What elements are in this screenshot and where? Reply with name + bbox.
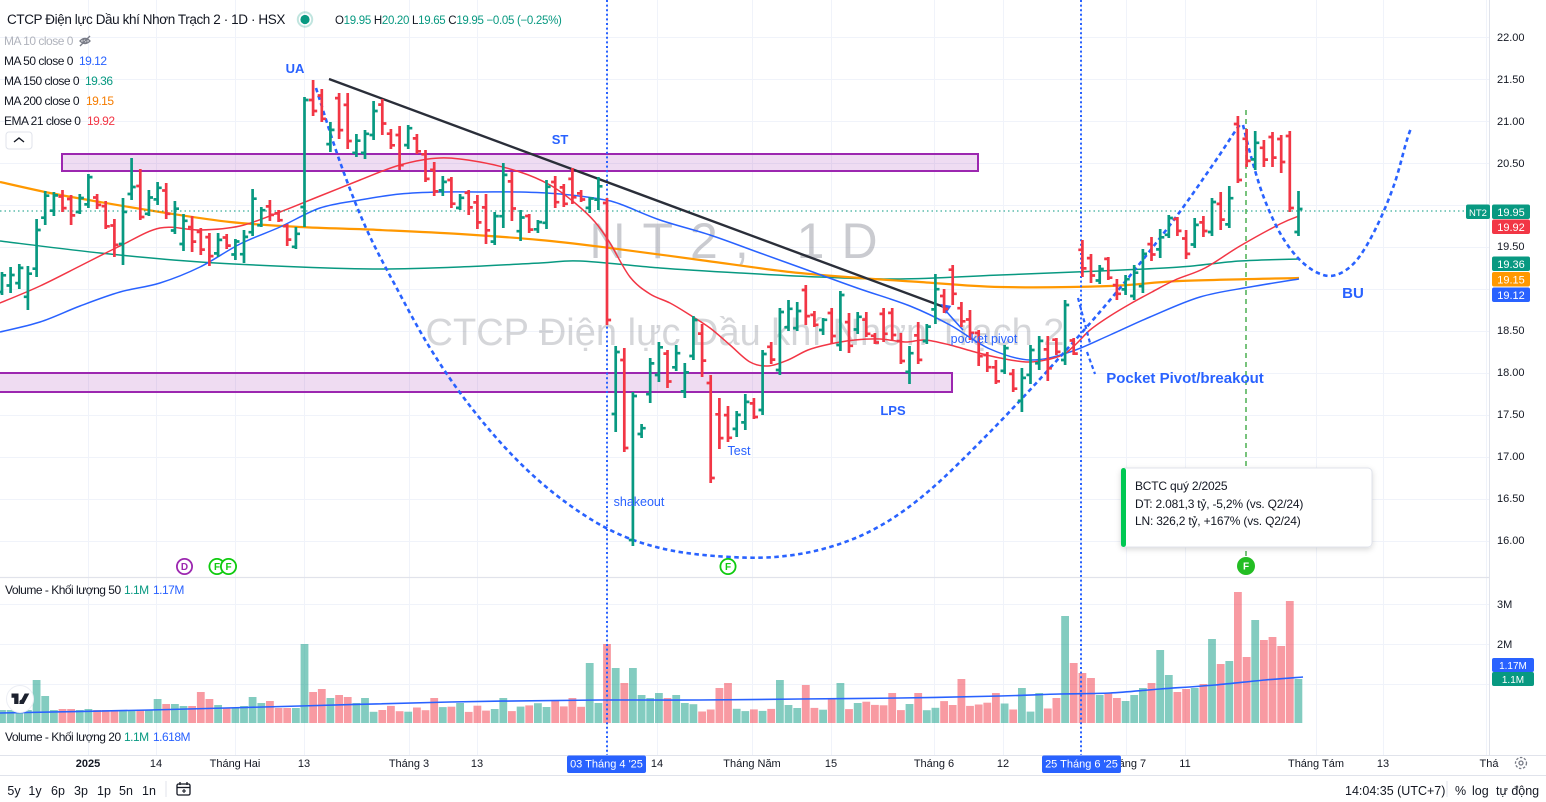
svg-text:19.36: 19.36: [1497, 259, 1525, 271]
svg-text:NT2: NT2: [1469, 208, 1487, 219]
svg-text:14: 14: [651, 758, 663, 770]
svg-text:13: 13: [1377, 758, 1389, 770]
svg-text:3M: 3M: [1497, 599, 1512, 611]
svg-text:UA: UA: [286, 61, 305, 76]
svg-text:Volume - Khối lượng 201.1M1.61: Volume - Khối lượng 20 1.1M 1.618M: [5, 730, 191, 744]
svg-text:ST: ST: [552, 132, 569, 147]
svg-text:1.17M: 1.17M: [1499, 661, 1527, 672]
svg-text:20.50: 20.50: [1497, 158, 1525, 170]
svg-text:17.50: 17.50: [1497, 409, 1525, 421]
svg-text:MA 200 close 0: MA 200 close 0: [4, 94, 80, 108]
svg-text:Tháng Tám: Tháng Tám: [1288, 758, 1344, 770]
svg-text:F: F: [225, 562, 231, 573]
svg-text:21.50: 21.50: [1497, 74, 1525, 86]
svg-text:F: F: [725, 562, 731, 573]
svg-text:19.12: 19.12: [1497, 290, 1525, 302]
svg-text:Tháng 3: Tháng 3: [389, 758, 429, 770]
svg-text:Test: Test: [728, 444, 751, 458]
svg-text:1n: 1n: [142, 784, 156, 798]
svg-text:2M: 2M: [1497, 639, 1512, 651]
svg-text:19.15: 19.15: [86, 94, 114, 108]
svg-text:1p: 1p: [97, 784, 111, 798]
svg-text:17.00: 17.00: [1497, 451, 1525, 463]
svg-text:LN: 326,2 tỷ, +167% (vs. Q2/24: LN: 326,2 tỷ, +167% (vs. Q2/24): [1135, 514, 1301, 528]
svg-text:14: 14: [150, 758, 162, 770]
svg-text:21.00: 21.00: [1497, 116, 1525, 128]
svg-text:13: 13: [298, 758, 310, 770]
svg-text:19.92: 19.92: [1497, 222, 1525, 234]
svg-text:Volume - Khối lượng 501.1M1.17: Volume - Khối lượng 50 1.1M 1.17M: [5, 583, 184, 597]
svg-text:tự động: tự động: [1496, 784, 1539, 798]
svg-text:5y: 5y: [7, 784, 21, 798]
svg-text:12: 12: [997, 758, 1009, 770]
svg-text:Thá: Thá: [1480, 758, 1500, 770]
svg-text:EMA 21 close 0: EMA 21 close 0: [4, 114, 81, 128]
svg-text:DT: 2.081,3 tỷ, -5,2% (vs. Q2/: DT: 2.081,3 tỷ, -5,2% (vs. Q2/24): [1135, 497, 1303, 511]
svg-text:BU: BU: [1342, 285, 1364, 302]
svg-text:16.00: 16.00: [1497, 535, 1525, 547]
svg-text:22.00: 22.00: [1497, 32, 1525, 44]
svg-text:O19.95 H20.20 L19.65 C19.95: O19.95 H20.20 L19.65 C19.95 −0.05 (−0.25…: [335, 15, 562, 27]
svg-text:MA 50 close 0: MA 50 close 0: [4, 54, 74, 68]
svg-text:Tháng Năm: Tháng Năm: [723, 758, 780, 770]
svg-text:MA 150 close 0: MA 150 close 0: [4, 74, 80, 88]
svg-text:1y: 1y: [28, 784, 42, 798]
svg-text:Tháng Hai: Tháng Hai: [210, 758, 261, 770]
svg-text:1.1M: 1.1M: [1502, 675, 1524, 686]
svg-text:3p: 3p: [74, 784, 88, 798]
svg-text:MA 10 close 0: MA 10 close 0: [4, 34, 74, 48]
svg-text:19.12: 19.12: [79, 54, 107, 68]
svg-text:shakeout: shakeout: [614, 495, 665, 509]
svg-text:11: 11: [1179, 758, 1190, 770]
svg-text:%: %: [1455, 784, 1466, 798]
svg-text:pocket pivot: pocket pivot: [951, 332, 1018, 346]
svg-text:19.92: 19.92: [87, 114, 115, 128]
svg-text:19.15: 19.15: [1497, 274, 1525, 286]
svg-text:Tháng 6: Tháng 6: [914, 758, 954, 770]
svg-text:19.36: 19.36: [85, 74, 113, 88]
svg-text:NT2, 1D: NT2, 1D: [589, 213, 894, 269]
svg-text:LPS: LPS: [880, 403, 906, 418]
svg-text:14:04:35 (UTC+7): 14:04:35 (UTC+7): [1345, 784, 1445, 798]
svg-text:03 Tháng 4 '25: 03 Tháng 4 '25: [570, 759, 643, 771]
svg-text:6p: 6p: [51, 784, 65, 798]
svg-text:BCTC quý 2/2025: BCTC quý 2/2025: [1135, 479, 1228, 493]
svg-text:13: 13: [471, 758, 483, 770]
svg-text:19.50: 19.50: [1497, 241, 1525, 253]
svg-text:F: F: [1243, 562, 1249, 573]
svg-text:5n: 5n: [119, 784, 133, 798]
svg-text:18.50: 18.50: [1497, 325, 1525, 337]
svg-text:16.50: 16.50: [1497, 493, 1525, 505]
svg-text:Pocket Pivot/breakout: Pocket Pivot/breakout: [1106, 370, 1264, 387]
svg-text:15: 15: [825, 758, 837, 770]
svg-text:CTCP Điện lực Dầu khí Nhơn Trạ: CTCP Điện lực Dầu khí Nhơn Trạch 2 · 1D …: [7, 12, 285, 27]
svg-text:2025: 2025: [76, 758, 100, 770]
svg-text:D: D: [181, 562, 188, 573]
svg-text:F: F: [214, 562, 220, 573]
svg-text:log: log: [1472, 784, 1489, 798]
svg-text:19.95: 19.95: [1497, 207, 1525, 219]
svg-text:18.00: 18.00: [1497, 367, 1525, 379]
svg-text:25 Tháng 6 '25: 25 Tháng 6 '25: [1045, 759, 1118, 771]
